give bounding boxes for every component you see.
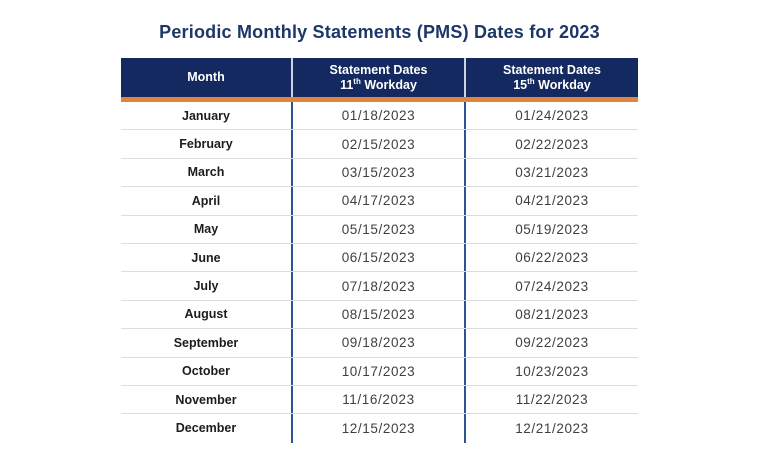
date-15th-workday-cell: 05/19/2023 [464,215,638,243]
workday-number: 15 [513,77,528,92]
date-15th-workday-cell: 06/22/2023 [464,243,638,272]
page-title: Periodic Monthly Statements (PMS) Dates … [159,22,600,42]
date-11th-workday-cell: 09/18/2023 [291,329,464,357]
column-header-month: Month [187,70,225,84]
month-cell: July [193,279,219,294]
date-11th-workday-cell: 01/18/2023 [291,102,464,130]
orange-accent-bar [121,97,638,102]
date-15th-workday-cell: 12/21/2023 [464,414,638,443]
date-15th-workday-cell: 07/24/2023 [464,272,638,300]
date-15th-workday-cell: 03/21/2023 [464,158,638,187]
date-11th-workday-cell: 04/17/2023 [291,187,464,215]
table-row: October 10/17/2023 10/23/2023 [121,357,638,386]
month-cell: May [193,222,219,237]
date-11th-workday-cell: 10/17/2023 [291,357,464,385]
date-11th-workday-cell: 11/16/2023 [291,385,464,414]
column-header-15th-line1: Statement Dates [503,62,601,77]
ordinal-suffix: th [353,76,361,86]
pms-dates-table: Month Statement Dates 11th Workday State… [121,58,638,443]
table-row: September 09/18/2023 09/22/2023 [121,329,638,358]
date-15th-workday-cell: 11/22/2023 [464,385,638,414]
month-cell: December [175,421,237,436]
month-cell: June [191,250,221,265]
date-11th-workday-cell: 12/15/2023 [291,414,464,443]
date-15th-workday-cell: 08/21/2023 [464,300,638,329]
date-11th-workday-cell: 05/15/2023 [291,215,464,243]
table-row: January 01/18/2023 01/24/2023 [121,102,638,131]
date-15th-workday-cell: 02/22/2023 [464,130,638,158]
workday-number: 11 [340,77,354,92]
date-11th-workday-cell: 02/15/2023 [291,130,464,158]
column-header-11th-line1: Statement Dates [329,62,428,77]
date-11th-workday-cell: 03/15/2023 [291,158,464,187]
column-header-15th-workday: Statement Dates 15th Workday [464,58,638,97]
table-row: August 08/15/2023 08/21/2023 [121,300,638,330]
table-row: July 07/18/2023 07/24/2023 [121,272,638,301]
month-cell: September [173,335,239,350]
date-11th-workday-cell: 07/18/2023 [291,272,464,300]
table-row: November 11/16/2023 11/22/2023 [121,385,638,415]
column-header-15th-line2: 15th Workday [513,76,591,93]
date-15th-workday-cell: 10/23/2023 [464,357,638,385]
table-row: May 05/15/2023 05/19/2023 [121,215,638,244]
table-row: February 02/15/2023 02/22/2023 [121,130,638,159]
table-row: March 03/15/2023 03/21/2023 [121,158,638,188]
table-header-row: Month Statement Dates 11th Workday State… [121,58,638,97]
date-11th-workday-cell: 08/15/2023 [291,300,464,329]
column-header-11th-line2: 11th Workday [340,76,417,93]
month-cell: October [182,364,230,379]
ordinal-suffix: th [527,76,535,86]
table-row: December 12/15/2023 12/21/2023 [121,414,638,443]
month-cell: April [191,193,221,208]
table-row: April 04/17/2023 04/21/2023 [121,187,638,216]
month-cell: February [179,137,233,152]
month-cell: November [175,392,237,407]
workday-word: Workday [534,77,591,92]
month-cell: January [182,108,230,123]
month-cell: August [184,307,228,322]
date-11th-workday-cell: 06/15/2023 [291,243,464,272]
workday-word: Workday [360,77,417,92]
date-15th-workday-cell: 04/21/2023 [464,187,638,215]
table-body: January 01/18/2023 01/24/2023 February 0… [121,102,638,443]
column-header-11th-workday: Statement Dates 11th Workday [291,58,464,97]
table-row: June 06/15/2023 06/22/2023 [121,243,638,273]
date-15th-workday-cell: 09/22/2023 [464,329,638,357]
month-cell: March [187,165,225,180]
date-15th-workday-cell: 01/24/2023 [464,102,638,130]
